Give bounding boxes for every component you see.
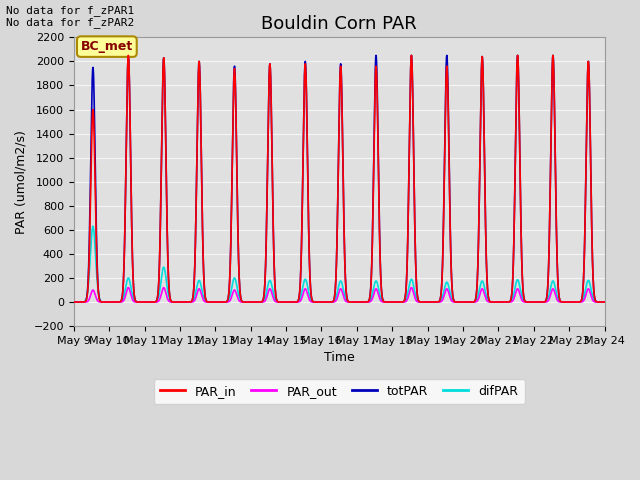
PAR_in [104, 299, 111, 305]
PAR_in [70, 299, 77, 305]
Line: totPAR: totPAR [74, 55, 605, 302]
PAR_in [134, 299, 141, 305]
PAR_out [104, 299, 111, 305]
Legend: PAR_in, PAR_out, totPAR, difPAR: PAR_in, PAR_out, totPAR, difPAR [154, 379, 525, 404]
totPAR [125, 52, 132, 58]
PAR_out [70, 299, 77, 305]
PAR_out [601, 299, 609, 305]
Title: Bouldin Corn PAR: Bouldin Corn PAR [261, 15, 417, 33]
PAR_out [134, 299, 141, 305]
difPAR [70, 299, 77, 305]
Y-axis label: PAR (umol/m2/s): PAR (umol/m2/s) [15, 130, 28, 234]
totPAR [436, 294, 444, 300]
X-axis label: Time: Time [324, 351, 355, 364]
totPAR [601, 299, 609, 305]
Line: PAR_in: PAR_in [74, 55, 605, 302]
totPAR [133, 299, 141, 305]
Text: No data for f_zPAR1
No data for f_zPAR2: No data for f_zPAR1 No data for f_zPAR2 [6, 5, 134, 28]
PAR_out [235, 298, 243, 303]
PAR_out [436, 299, 444, 305]
PAR_out [480, 289, 488, 295]
difPAR [480, 282, 488, 288]
difPAR [601, 299, 609, 305]
PAR_out [133, 299, 141, 305]
difPAR [133, 299, 141, 305]
PAR_in [601, 299, 609, 305]
totPAR [104, 299, 111, 305]
PAR_in [436, 295, 444, 300]
difPAR [89, 223, 97, 229]
PAR_in [235, 267, 243, 273]
difPAR [235, 293, 243, 299]
PAR_in [133, 299, 141, 305]
totPAR [70, 299, 77, 305]
PAR_out [125, 285, 132, 290]
Text: BC_met: BC_met [81, 40, 133, 53]
difPAR [134, 299, 141, 305]
totPAR [235, 267, 243, 273]
totPAR [134, 299, 141, 305]
PAR_in [125, 52, 132, 58]
difPAR [104, 299, 111, 305]
totPAR [480, 111, 488, 117]
Line: difPAR: difPAR [74, 226, 605, 302]
PAR_in [480, 111, 488, 117]
Line: PAR_out: PAR_out [74, 288, 605, 302]
difPAR [436, 298, 444, 304]
